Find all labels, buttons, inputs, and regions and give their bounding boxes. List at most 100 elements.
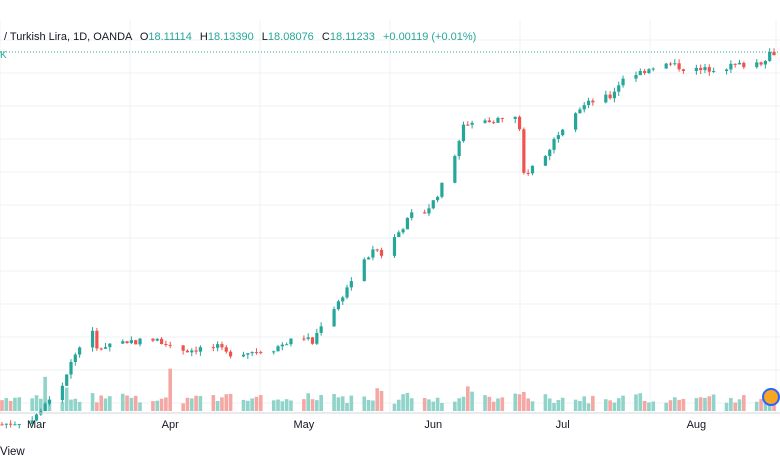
volume-bar: [228, 393, 233, 411]
candle-body: [375, 249, 379, 251]
candle-body: [362, 259, 366, 282]
open-value: 18.11114: [148, 31, 192, 43]
volume-bar: [578, 400, 582, 411]
volume-bar: [371, 400, 375, 411]
volume-bar: [526, 398, 530, 411]
time-axis-labels: Mar Apr May Jun Jul Aug: [27, 419, 706, 431]
tradingview-logo-icon: [762, 388, 780, 406]
cropped-edge-label: K: [0, 50, 7, 61]
candle-body: [285, 344, 289, 346]
volume-bar: [612, 402, 617, 411]
candle-body: [289, 338, 293, 345]
volume-bar: [453, 401, 457, 411]
candle-body: [345, 287, 349, 298]
candle-body: [228, 351, 233, 357]
volume-bar: [138, 402, 142, 411]
volume-bar: [345, 402, 349, 411]
candle-body: [647, 69, 651, 73]
candle-body: [65, 374, 69, 386]
x-tick-label: Apr: [162, 419, 179, 431]
candle-body: [155, 338, 159, 341]
volume-bar: [681, 398, 686, 411]
candle-body: [9, 423, 13, 425]
volume-bar: [258, 395, 263, 411]
candle-body: [306, 337, 310, 339]
candle-body: [470, 122, 474, 125]
volume-bar: [250, 398, 254, 411]
volume-bar: [30, 398, 34, 411]
candle-body: [78, 347, 82, 355]
candle-body: [397, 232, 401, 238]
volume-bar: [198, 396, 203, 411]
volume-bar: [763, 399, 768, 411]
candle-body: [466, 124, 470, 126]
candle-body: [604, 94, 608, 103]
volume-bar: [306, 393, 311, 411]
candle-body: [556, 135, 560, 139]
volume-bar: [284, 399, 289, 411]
volume-bar: [707, 396, 712, 411]
volume-bar: [543, 394, 548, 411]
volume-bar: [608, 400, 612, 411]
candle-body: [431, 200, 435, 209]
volume-bar: [34, 395, 39, 411]
candlestick-series: [0, 48, 776, 429]
candle-body: [427, 208, 431, 214]
volume-bar: [189, 398, 194, 411]
volume-bar: [638, 393, 643, 411]
candle-body: [772, 52, 776, 56]
volume-bar: [125, 395, 129, 411]
volume-bar: [396, 399, 401, 411]
candle-body: [405, 217, 410, 230]
candle-body: [513, 116, 517, 119]
candle-body: [410, 212, 414, 218]
volume-bar: [457, 398, 461, 411]
volume-bar: [487, 396, 492, 411]
low-value: 18.08076: [267, 31, 314, 43]
candle-body: [60, 385, 64, 401]
volume-bar: [159, 398, 164, 411]
volume-bar: [375, 388, 380, 411]
candle-body: [552, 138, 556, 150]
x-tick-label: May: [294, 419, 315, 431]
volume-bar: [440, 402, 444, 411]
volume-bar: [60, 402, 65, 411]
high-value: 18.13390: [207, 31, 254, 43]
volume-bar: [332, 393, 336, 411]
change-value: +0.00119 (+0.01%): [382, 31, 477, 43]
candle-body: [461, 124, 466, 142]
volume-bar: [310, 399, 315, 411]
volume-bar: [69, 399, 73, 411]
candle-body: [108, 343, 112, 348]
volume-bar: [0, 400, 4, 411]
candle-body: [190, 350, 194, 353]
volume-bar: [530, 401, 535, 411]
candle-body: [755, 62, 759, 68]
volume-bar: [77, 401, 82, 411]
volume-bar: [254, 396, 259, 411]
volume-bar: [664, 402, 668, 411]
candle-body: [768, 52, 772, 61]
candle-body: [198, 347, 202, 352]
candle-body: [578, 109, 582, 114]
volume-bar: [556, 400, 561, 411]
candle-body: [423, 212, 427, 214]
candle-body: [259, 352, 263, 354]
volume-bar: [133, 395, 138, 411]
candle-body: [492, 122, 496, 124]
volume-bar: [43, 376, 47, 411]
volume-bar: [582, 396, 587, 411]
candle-body: [522, 129, 526, 173]
x-tick-label: Jun: [424, 419, 442, 431]
volume-bar: [651, 401, 656, 411]
volume-bar: [491, 401, 496, 411]
volume-bar: [500, 397, 505, 411]
volume-bar: [647, 402, 651, 411]
high-label: H: [199, 31, 208, 43]
candle-body: [254, 352, 259, 354]
candle-body: [379, 249, 384, 256]
candle-body: [151, 338, 155, 341]
candle-body: [315, 332, 319, 344]
volume-bar: [427, 399, 431, 411]
